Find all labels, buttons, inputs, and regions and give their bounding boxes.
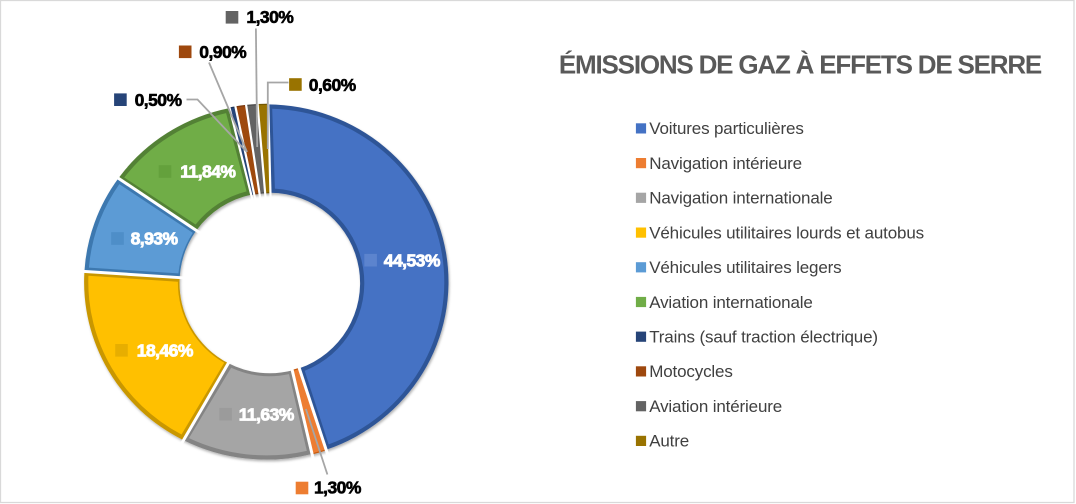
svg-text:18,46%: 18,46% bbox=[137, 341, 194, 361]
svg-text:Navigation internationale: Navigation internationale bbox=[649, 189, 832, 208]
svg-text:Motocycles: Motocycles bbox=[649, 362, 733, 381]
svg-text:Aviation intérieure: Aviation intérieure bbox=[649, 397, 782, 416]
svg-text:Aviation internationale: Aviation internationale bbox=[649, 293, 813, 312]
svg-text:Voitures particulières: Voitures particulières bbox=[649, 119, 804, 138]
svg-text:0,90%: 0,90% bbox=[199, 42, 247, 62]
svg-text:8,93%: 8,93% bbox=[131, 229, 179, 249]
svg-text:11,63%: 11,63% bbox=[239, 405, 295, 425]
svg-text:0,60%: 0,60% bbox=[309, 75, 357, 95]
svg-text:Navigation intérieure: Navigation intérieure bbox=[649, 154, 802, 173]
svg-text:Autre: Autre bbox=[649, 432, 689, 451]
svg-text:1,30%: 1,30% bbox=[246, 7, 294, 27]
svg-text:Véhicules utilitaires lourds e: Véhicules utilitaires lourds et autobus bbox=[649, 223, 924, 242]
svg-text:11,84%: 11,84% bbox=[180, 162, 236, 182]
svg-text:Trains (sauf traction électriq: Trains (sauf traction électrique) bbox=[649, 328, 878, 347]
svg-text:0,50%: 0,50% bbox=[135, 90, 183, 110]
svg-text:Véhicules utilitaires legers: Véhicules utilitaires legers bbox=[649, 258, 841, 277]
svg-text:ÉMISSIONS DE GAZ À EFFETS DE S: ÉMISSIONS DE GAZ À EFFETS DE SERRE bbox=[559, 50, 1042, 80]
svg-text:1,30%: 1,30% bbox=[314, 478, 362, 498]
svg-text:44,53%: 44,53% bbox=[384, 251, 441, 271]
